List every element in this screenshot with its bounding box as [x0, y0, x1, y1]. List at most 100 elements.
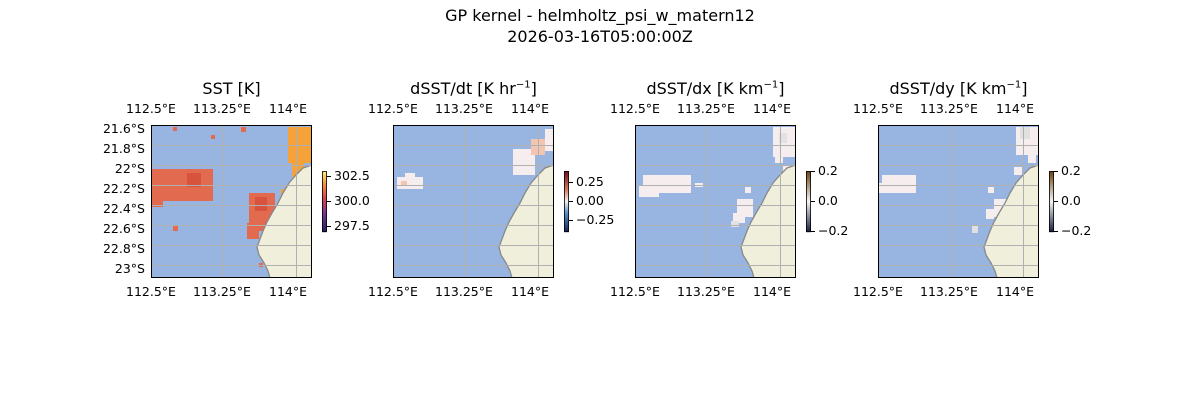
- x-tick-label-bottom: 114°E: [996, 284, 1035, 299]
- colorbar-segment: [564, 200, 569, 202]
- colorbar: [1049, 171, 1058, 233]
- colorbar-segment: [806, 207, 811, 209]
- panel-title-close: ]: [530, 79, 537, 98]
- colorbar-segment: [322, 210, 327, 212]
- colorbar-segment: [564, 193, 569, 195]
- colorbar-segment: [322, 206, 327, 208]
- colorbar-segment: [564, 220, 569, 222]
- colorbar-segment: [1049, 178, 1054, 180]
- data-cell: [211, 135, 215, 139]
- colorbar-segment: [806, 199, 811, 201]
- colorbar-segment: [1049, 196, 1054, 198]
- colorbar-segment: [806, 223, 811, 225]
- y-tick-label: 21.8°S: [102, 141, 145, 156]
- colorbar-segment: [806, 218, 811, 220]
- colorbar-segment: [564, 177, 569, 179]
- colorbar-segment: [564, 209, 569, 211]
- colorbar-segment: [322, 188, 327, 190]
- x-tick-label-bottom: 114°E: [511, 284, 550, 299]
- colorbar-segment: [806, 222, 811, 224]
- data-cell: [779, 133, 787, 143]
- colorbar-tick-label: 0.2: [818, 163, 838, 178]
- colorbar-segment: [806, 212, 811, 214]
- panel-title: dSST/dx [K km−1]: [595, 79, 836, 98]
- colorbar-segment: [322, 212, 327, 214]
- colorbar-segment: [1049, 199, 1054, 201]
- colorbar-segment: [322, 194, 327, 196]
- colorbar-segment: [806, 227, 811, 229]
- colorbar-segment: [1049, 215, 1054, 217]
- colorbar-segment: [806, 179, 811, 181]
- colorbar-segment: [322, 180, 327, 182]
- colorbar-segment: [806, 204, 811, 206]
- colorbar-segment: [1049, 184, 1054, 186]
- data-cell: [988, 187, 994, 193]
- colorbar-segment: [1049, 193, 1054, 195]
- colorbar-segment: [564, 221, 569, 223]
- colorbar-segment: [564, 210, 569, 212]
- colorbar-segment: [1049, 208, 1054, 210]
- data-cell: [1020, 127, 1030, 139]
- y-tick-label: 21.6°S: [102, 121, 145, 136]
- colorbar-segment: [806, 180, 811, 182]
- colorbar-segment: [1049, 224, 1054, 226]
- colorbar-segment: [1049, 222, 1054, 224]
- figure-title: GP kernel - helmholtz_psi_w_matern12: [445, 6, 755, 25]
- colorbar-segment: [806, 221, 811, 223]
- colorbar-segment: [806, 197, 811, 199]
- colorbar-segment: [806, 193, 811, 195]
- colorbar-segment: [564, 201, 569, 203]
- map-plot: [878, 125, 1039, 278]
- colorbar-segment: [1049, 186, 1054, 188]
- data-cell: [737, 199, 753, 217]
- colorbar-segment: [806, 173, 811, 175]
- colorbar-segment: [564, 188, 569, 190]
- colorbar-segment: [322, 230, 327, 232]
- colorbar-segment: [322, 203, 327, 205]
- colorbar-segment: [1049, 182, 1054, 184]
- colorbar-segment: [1049, 197, 1054, 199]
- colorbar-tick-label: −0.2: [1061, 223, 1092, 238]
- colorbar-segment: [806, 178, 811, 180]
- colorbar-segment: [1049, 223, 1054, 225]
- data-cell: [151, 197, 163, 207]
- colorbar-segment: [564, 204, 569, 206]
- colorbar-segment: [564, 207, 569, 209]
- map-plot: [393, 125, 554, 278]
- colorbar-segment: [564, 190, 569, 192]
- colorbar-segment: [564, 172, 569, 174]
- colorbar-segment: [322, 216, 327, 218]
- colorbar-segment: [806, 191, 811, 193]
- panel-title-exponent: −1: [1006, 79, 1022, 91]
- colorbar-tick-label: 0.0: [818, 193, 838, 208]
- x-tick-label-bottom: 112.5°E: [853, 284, 903, 299]
- colorbar-segment: [564, 196, 569, 198]
- colorbar-segment: [1049, 207, 1054, 209]
- colorbar-segment: [806, 189, 811, 191]
- colorbar-tick-label: 0.0: [1061, 193, 1081, 208]
- colorbar-segment: [322, 195, 327, 197]
- colorbar-segment: [564, 229, 569, 231]
- colorbar-segment: [1049, 213, 1054, 215]
- colorbar-segment: [1049, 189, 1054, 191]
- x-tick-label-top: 112.5°E: [610, 101, 660, 116]
- data-cell: [545, 129, 554, 151]
- colorbar-segment: [1049, 191, 1054, 193]
- colorbar-segment: [806, 184, 811, 186]
- x-tick-label-top: 114°E: [996, 101, 1035, 116]
- colorbar-segment: [322, 185, 327, 187]
- x-tick-label-top: 113.25°E: [193, 101, 251, 116]
- data-cell: [1028, 153, 1036, 163]
- colorbar: [322, 171, 331, 233]
- colorbar-segment: [564, 194, 569, 196]
- colorbar-segment: [322, 197, 327, 199]
- y-tick-label: 22.6°S: [102, 221, 145, 236]
- colorbar-segment: [806, 215, 811, 217]
- colorbar-segment: [564, 203, 569, 205]
- y-tick-label: 23°S: [114, 261, 145, 276]
- colorbar-segment: [322, 190, 327, 192]
- y-tick-label: 22°S: [114, 161, 145, 176]
- colorbar-segment: [322, 179, 327, 181]
- data-cell: [775, 153, 783, 163]
